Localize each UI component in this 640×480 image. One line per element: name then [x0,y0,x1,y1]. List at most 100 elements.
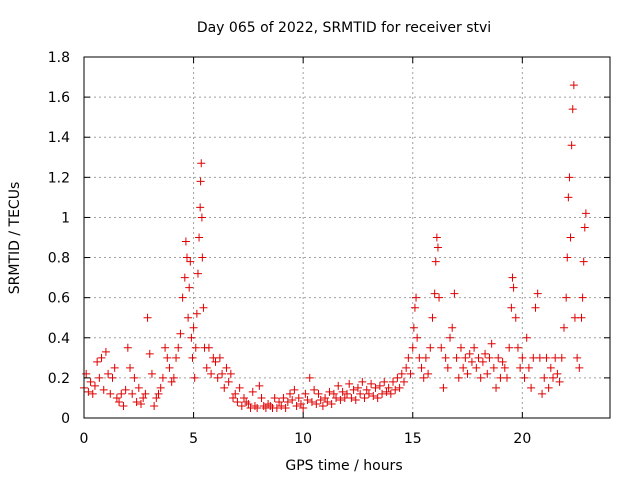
data-point [237,401,246,410]
data-point [150,401,159,410]
data-point [303,395,312,404]
data-point [538,389,547,398]
data-point [481,349,490,358]
data-point [321,393,330,402]
data-point [450,289,459,298]
data-point [222,363,231,372]
data-point [250,401,259,410]
data-point [505,343,514,352]
data-point [226,369,235,378]
y-tick-label: 1.4 [48,130,70,146]
data-point [277,401,286,410]
data-point [446,333,455,342]
data-point [323,397,332,406]
data-point [507,303,516,312]
grid [84,57,610,418]
data-point [382,387,391,396]
data-point [522,333,531,342]
data-point [141,389,150,398]
y-tick-label: 1.6 [48,90,70,106]
data-point [192,309,201,318]
y-tick-label: 0.6 [48,291,70,307]
data-point [253,403,262,412]
data-point [546,363,555,372]
data-point [452,353,461,362]
data-point [123,343,132,352]
y-tick-label: 0 [61,411,70,427]
data-point [533,289,542,298]
data-point [184,313,193,322]
data-point [145,349,154,358]
data-point [211,357,220,366]
data-point [305,373,314,382]
data-point [270,393,279,402]
data-point [463,369,472,378]
data-point [485,353,494,362]
data-point [569,81,578,90]
data-point [509,283,518,292]
data-point [185,283,194,292]
data-point [183,253,192,262]
data-point [336,395,345,404]
data-point [134,383,143,392]
data-point [95,373,104,382]
data-point [93,357,102,366]
data-point [513,343,522,352]
data-point [459,363,468,372]
data-point [198,253,207,262]
data-point [439,383,448,392]
data-point [218,369,227,378]
data-point [112,393,121,402]
data-point [202,363,211,372]
data-point [579,257,588,266]
data-point [224,377,233,386]
data-point [147,369,156,378]
y-axis-label: SRMTID / TECUs [7,182,23,295]
data-point [286,389,295,398]
data-point [345,379,354,388]
data-point [412,293,421,302]
data-point [172,353,181,362]
data-point [199,303,208,312]
x-tick-label: 15 [404,431,422,447]
data-point [279,393,288,402]
data-point [314,389,323,398]
data-point [432,233,441,242]
data-point [384,383,393,392]
data-points [80,81,590,412]
data-point [235,383,244,392]
data-point [257,393,266,402]
x-axis-label: GPS time / hours [285,458,402,474]
data-point [334,381,343,390]
data-point [318,401,327,410]
data-point [288,395,297,404]
y-tick-label: 0.4 [48,331,70,347]
data-point [90,381,99,390]
data-point [557,353,566,362]
data-point [409,323,418,332]
data-point [197,213,206,222]
data-point [410,303,419,312]
data-point [152,393,161,402]
data-point [540,373,549,382]
data-point [165,363,174,372]
data-point [349,385,358,394]
data-point [577,313,586,322]
data-point [97,353,106,362]
data-point [431,257,440,266]
data-point [465,349,474,358]
data-point [128,389,137,398]
data-point [189,323,198,332]
data-point [215,353,224,362]
data-point [448,323,457,332]
data-point [156,383,165,392]
data-point [104,369,113,378]
data-point [492,383,501,392]
data-point [399,377,408,386]
data-point [360,393,369,402]
data-point [132,397,141,406]
data-point [294,393,303,402]
data-point [500,363,509,372]
data-point [367,379,376,388]
